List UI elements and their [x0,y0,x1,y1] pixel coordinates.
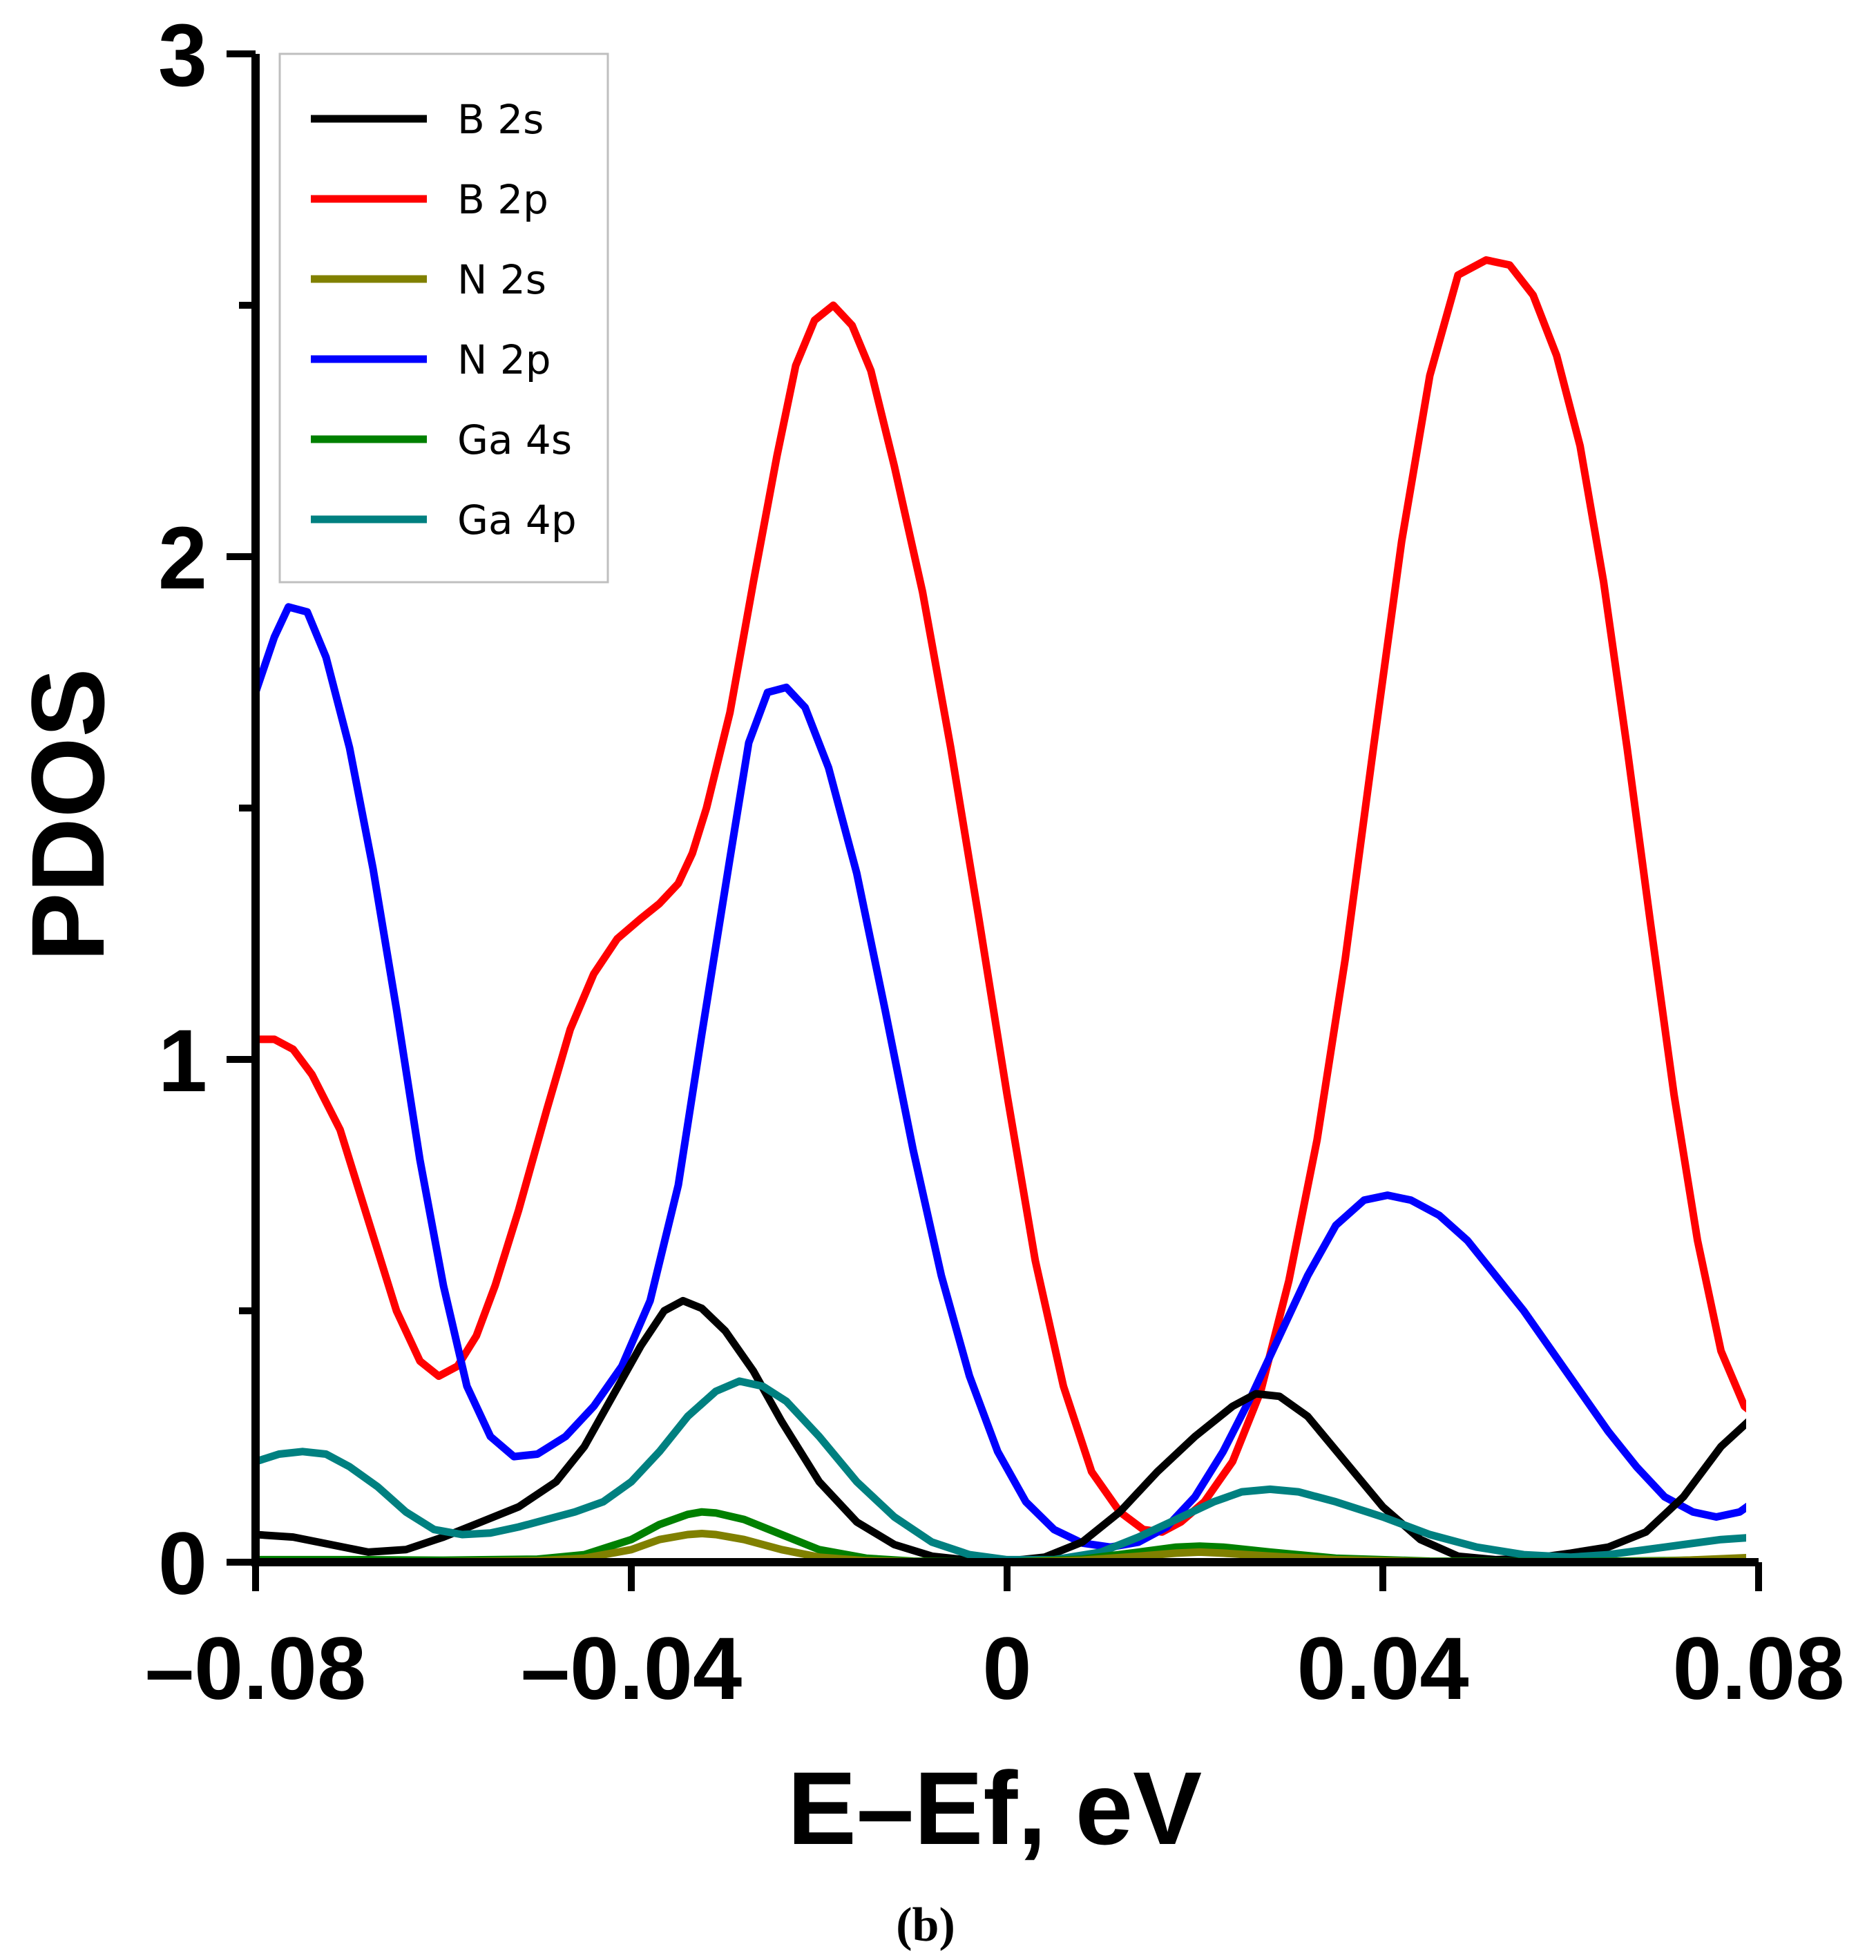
legend-label: Ga 4p [457,497,577,544]
legend-label: N 2p [457,336,551,383]
legend-box [278,52,609,584]
legend-items: B 2s B 2p N 2s N 2p Ga 4s Ga 4p [311,96,577,544]
ticks-layer: 0 1 2 3 –0.08 –0.04 0 0.04 0.08 [145,6,1845,1718]
y-axis-title: PDOS [10,668,126,961]
legend-label: N 2s [457,256,546,303]
x-tick-label: 0.04 [1296,1620,1468,1718]
legend-label: Ga 4s [457,416,572,463]
y-tick-label: 2 [158,509,207,608]
y-tick-label: 3 [158,6,207,105]
series-line-n-2p [256,603,1746,1551]
series-line-b-2s [256,1296,1746,1565]
y-tick-label: 1 [158,1012,207,1111]
legend-label: B 2s [457,96,544,143]
x-axis-title: E–Ef, eV [787,1750,1202,1866]
legend: B 2s B 2p N 2s N 2p Ga 4s Ga 4p [278,52,609,584]
y-tick-label: 0 [158,1515,207,1613]
legend-label: B 2p [457,176,548,223]
x-tick-label: 0.08 [1672,1620,1844,1718]
x-tick-label: 0 [982,1620,1031,1718]
panel-label: (b) [896,1899,955,1952]
x-tick-label: –0.04 [521,1620,742,1718]
x-tick-label: –0.08 [145,1620,366,1718]
